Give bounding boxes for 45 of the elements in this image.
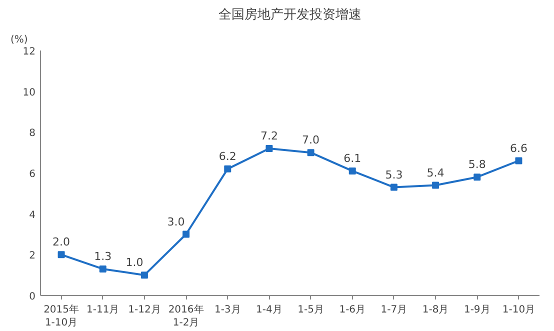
data-label: 2.0 <box>52 236 70 249</box>
x-tick-label: 1-3月 <box>214 304 241 316</box>
x-tick-label: 1-11月 <box>86 304 120 316</box>
x-tick-label: 1-7月 <box>380 304 408 316</box>
point <box>224 165 232 172</box>
data-label: 5.8 <box>468 158 486 172</box>
data-label: 6.6 <box>510 142 528 155</box>
x-tick-label: 1-9月 <box>464 304 490 316</box>
y-tick-label: 8 <box>29 128 36 140</box>
point <box>432 182 440 189</box>
data-label: 5.3 <box>385 168 403 182</box>
x-tick-label: 2016年 1-2月 <box>168 304 204 329</box>
x-tick-label: 1-6月 <box>339 304 366 316</box>
x-tick-label: 1-10月 <box>502 304 536 316</box>
data-label: 1.3 <box>94 250 112 263</box>
x-tick-label: 1-12月 <box>128 304 161 316</box>
point <box>182 230 190 238</box>
point <box>515 157 522 164</box>
point <box>390 184 398 191</box>
y-tick-label: 0 <box>29 292 36 302</box>
point <box>348 167 356 174</box>
data-label: 1.0 <box>126 256 144 270</box>
point <box>140 272 148 279</box>
data-label: 7.2 <box>260 130 278 142</box>
y-tick-label: 2 <box>29 250 36 262</box>
x-tick-label: 1-4月 <box>256 304 282 316</box>
y-tick-label: 4 <box>29 210 36 221</box>
y-tick-label: 6 <box>29 169 36 180</box>
point <box>99 265 106 272</box>
data-label: 5.4 <box>426 166 444 180</box>
y-tick-label: 10 <box>22 87 36 98</box>
point <box>58 251 65 258</box>
x-tick-label: 1-8月 <box>422 304 449 316</box>
point <box>266 145 273 152</box>
chart-title: 全国房地产开发投资增速 <box>218 6 362 22</box>
y-axis-title: (%) <box>10 34 28 46</box>
data-label: 7.0 <box>302 134 320 147</box>
data-label: 6.2 <box>218 150 236 163</box>
point <box>474 174 481 181</box>
data-label: 6.1 <box>344 152 362 165</box>
x-tick-label: 2015年 1-10月 <box>44 304 80 329</box>
data-label: 3.0 <box>167 215 185 228</box>
y-tick-label: 12 <box>22 46 36 58</box>
point <box>307 149 314 156</box>
x-tick-label: 1-5月 <box>298 304 324 316</box>
